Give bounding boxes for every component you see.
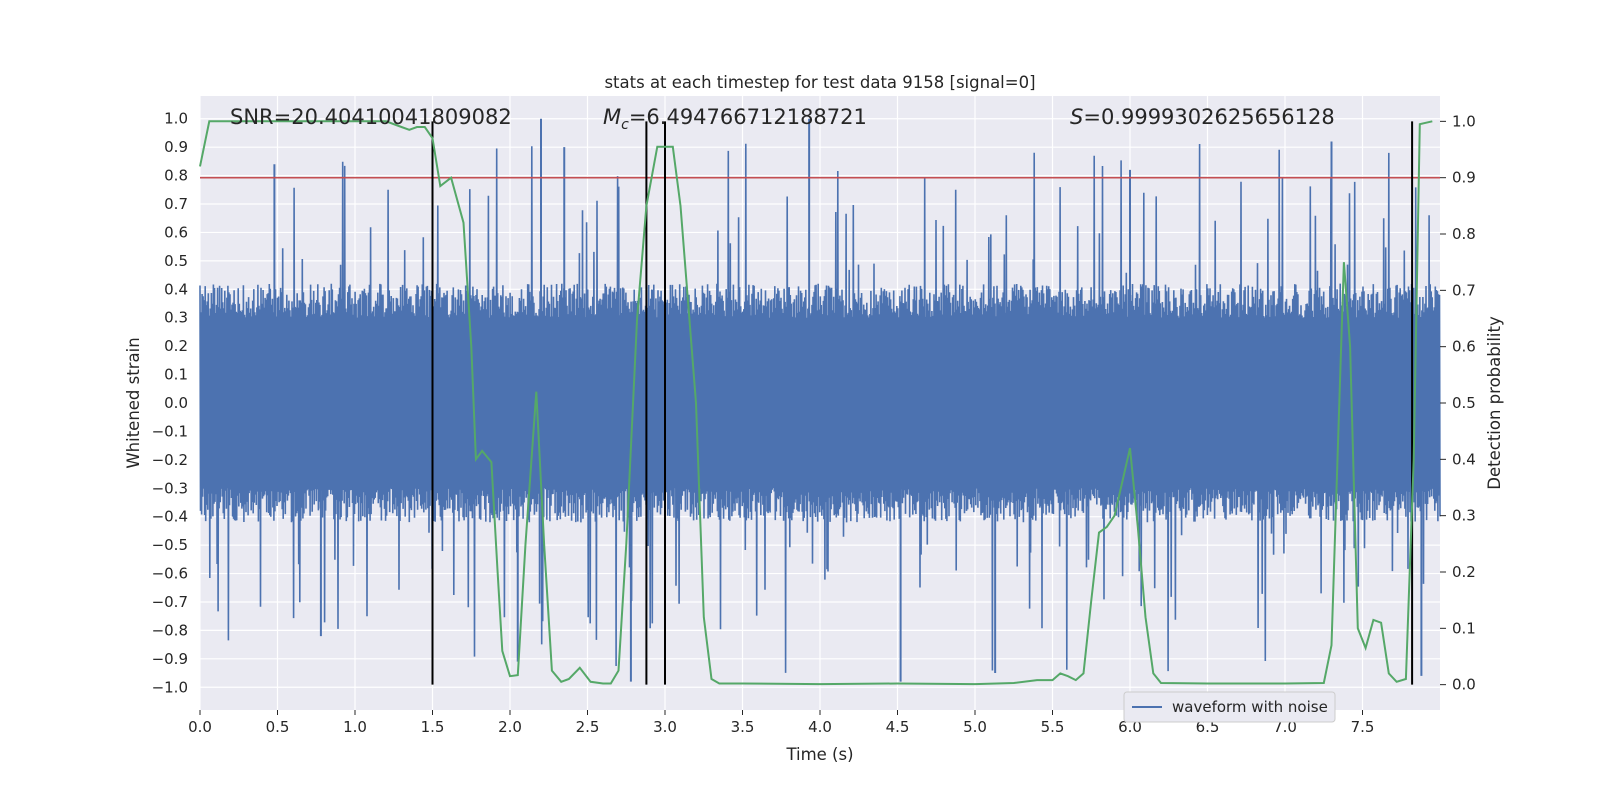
chart-title: stats at each timestep for test data 915… (604, 73, 1035, 92)
score-value: =0.9999302625656128 (1083, 105, 1334, 129)
probability-line (199, 120, 1433, 686)
y2-tick-label: 0.6 (1452, 338, 1476, 356)
y-tick-label: 0.9 (164, 138, 188, 156)
y-tick-label: −0.4 (152, 508, 188, 526)
x-tick-label: 7.5 (1351, 718, 1375, 736)
waveform-series (199, 118, 1441, 682)
x-tick-label: 1.0 (343, 718, 367, 736)
y2-tick-label: 0.7 (1452, 281, 1476, 299)
y-ticks-left: 1.0 0.9 0.8 0.7 0.6 0.5 0.4 0.3 0.2 0.1 0.0 −0.1 −0.… (152, 110, 188, 697)
y-tick-label: 0.5 (164, 252, 188, 270)
x-tick-label: 2.5 (576, 718, 600, 736)
y-tick-label: −0.3 (152, 479, 188, 497)
y2-tick-label: 0.4 (1452, 450, 1476, 468)
y-tick-label: 0.1 (164, 366, 188, 384)
chirp-mass-annotation: Mc=6.494766712188721 (603, 105, 867, 133)
y-tick-label: 0.7 (164, 195, 188, 213)
chirp-mass-symbol: M (603, 105, 621, 129)
legend: waveform with noise (1123, 691, 1336, 723)
legend-label: waveform with noise (1172, 698, 1328, 716)
y-tick-label: 0.8 (164, 167, 188, 185)
x-tick-label: 4.0 (808, 718, 832, 736)
y-tick-label: 1.0 (164, 110, 188, 128)
y-tick-label: −0.7 (152, 593, 188, 611)
x-tick-label: 0.0 (188, 718, 212, 736)
score-annotation: S=0.9999302625656128 (1070, 105, 1335, 129)
chirp-mass-subscript: c (621, 117, 629, 133)
snr-annotation: SNR=20.40410041809082 (230, 105, 512, 129)
y-tick-label: 0.3 (164, 309, 188, 327)
legend-box (1123, 691, 1336, 723)
y2-tick-label: 0.8 (1452, 225, 1476, 243)
y2-tick-label: 0.1 (1452, 619, 1476, 637)
y-tick-label: −0.1 (152, 422, 188, 440)
y-tick-label: 0.0 (164, 394, 188, 412)
x-tick-label: 0.5 (266, 718, 290, 736)
x-tick-label: 3.0 (653, 718, 677, 736)
y-tick-label: 0.6 (164, 223, 188, 241)
y2-tick-label: 0.2 (1452, 563, 1476, 581)
x-tick-label: 4.5 (886, 718, 910, 736)
y-tick-label: −0.2 (152, 451, 188, 469)
y-tick-label: −0.9 (152, 650, 188, 668)
chirp-mass-value: =6.494766712188721 (629, 105, 867, 129)
y2-axis-label: Detection probability (1485, 316, 1504, 490)
waveform-line (199, 143, 1441, 673)
y-tick-label: −0.5 (152, 536, 188, 554)
y2-tick-label: 0.9 (1452, 169, 1476, 187)
y-tick-label: −0.8 (152, 621, 188, 639)
x-tick-label: 3.5 (731, 718, 755, 736)
y2-tick-label: 0.0 (1452, 676, 1476, 694)
x-axis-label: Time (s) (785, 745, 853, 764)
y2-tick-label: 0.3 (1452, 507, 1476, 525)
score-symbol: S (1070, 105, 1083, 129)
x-tick-label: 1.5 (421, 718, 445, 736)
x-tick-label: 5.5 (1041, 718, 1065, 736)
y-ticks-right: 1.0 0.9 0.8 0.7 0.6 0.5 0.4 0.3 0.2 0.1 0.0 (1440, 112, 1476, 694)
y-tick-label: −1.0 (152, 678, 188, 696)
y-axis-label: Whitened strain (124, 337, 143, 468)
x-tick-label: 5.0 (963, 718, 987, 736)
y2-tick-label: 0.5 (1452, 394, 1476, 412)
y-tick-label: 0.2 (164, 337, 188, 355)
x-tick-label: 2.0 (498, 718, 522, 736)
probability-series (199, 120, 1433, 686)
y-tick-label: 0.4 (164, 280, 188, 298)
y-tick-label: −0.6 (152, 565, 188, 583)
y2-tick-label: 1.0 (1452, 112, 1476, 130)
